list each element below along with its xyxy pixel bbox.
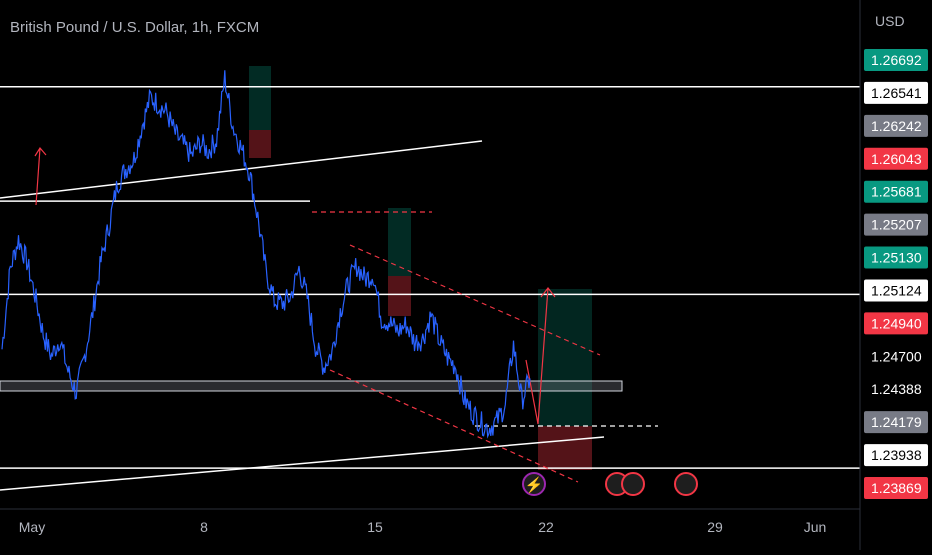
price-label: 1.23938: [871, 447, 922, 463]
price-label: 1.26692: [871, 52, 922, 68]
lightning-event-icon: [522, 472, 546, 496]
channel-line: [329, 369, 579, 483]
price-label: 1.24179: [871, 414, 922, 430]
trade-box-profit: [388, 208, 411, 276]
trend-line: [0, 140, 483, 199]
chart-title: British Pound / U.S. Dollar, 1h, FXCM: [10, 19, 260, 36]
price-label-box: [864, 180, 928, 203]
x-tick-label: 29: [707, 519, 723, 535]
support-zone: [0, 380, 623, 392]
trade-box-loss: [538, 426, 592, 470]
price-label: 1.25207: [871, 217, 922, 233]
price-label-box: [864, 246, 928, 269]
price-label: 1.23869: [871, 480, 922, 496]
price-series-line: [1, 70, 531, 439]
trade-box-profit: [249, 66, 271, 130]
currency-label: USD: [875, 13, 905, 29]
lightning-icon: ⚡: [525, 476, 544, 494]
price-label: 1.24940: [871, 315, 922, 331]
price-label-box: [864, 312, 928, 335]
price-label-box: [864, 411, 928, 434]
price-label: 1.24388: [871, 381, 922, 397]
price-label: 1.25124: [871, 282, 922, 298]
trend-line: [0, 436, 605, 491]
trade-box-profit: [538, 289, 592, 426]
x-tick-label: May: [19, 519, 45, 535]
uk-flag-icon: [674, 472, 698, 496]
x-tick-label: 8: [200, 519, 208, 535]
price-label: 1.25130: [871, 250, 922, 266]
price-label: 1.26242: [871, 118, 922, 134]
x-tick-label: 22: [538, 519, 554, 535]
price-label: 1.24700: [871, 348, 922, 364]
price-label-box: [864, 81, 928, 104]
x-tick-label: 15: [367, 519, 383, 535]
price-label-box: [864, 147, 928, 170]
trade-box-loss: [249, 130, 271, 158]
x-tick-label: Jun: [804, 519, 827, 535]
price-label-box: [864, 213, 928, 236]
price-label: 1.26043: [871, 151, 922, 167]
us-flag-icon: [621, 472, 645, 496]
price-label-box: [864, 444, 928, 467]
price-label-box: [864, 477, 928, 499]
trade-box-loss: [388, 276, 411, 316]
price-label-box: [864, 49, 928, 71]
price-label: 1.26541: [871, 85, 922, 101]
price-label-box: [864, 279, 928, 302]
price-label-box: [864, 114, 928, 137]
channel-line: [349, 244, 601, 356]
projection-arrow: [34, 146, 47, 206]
price-label: 1.25681: [871, 184, 922, 200]
